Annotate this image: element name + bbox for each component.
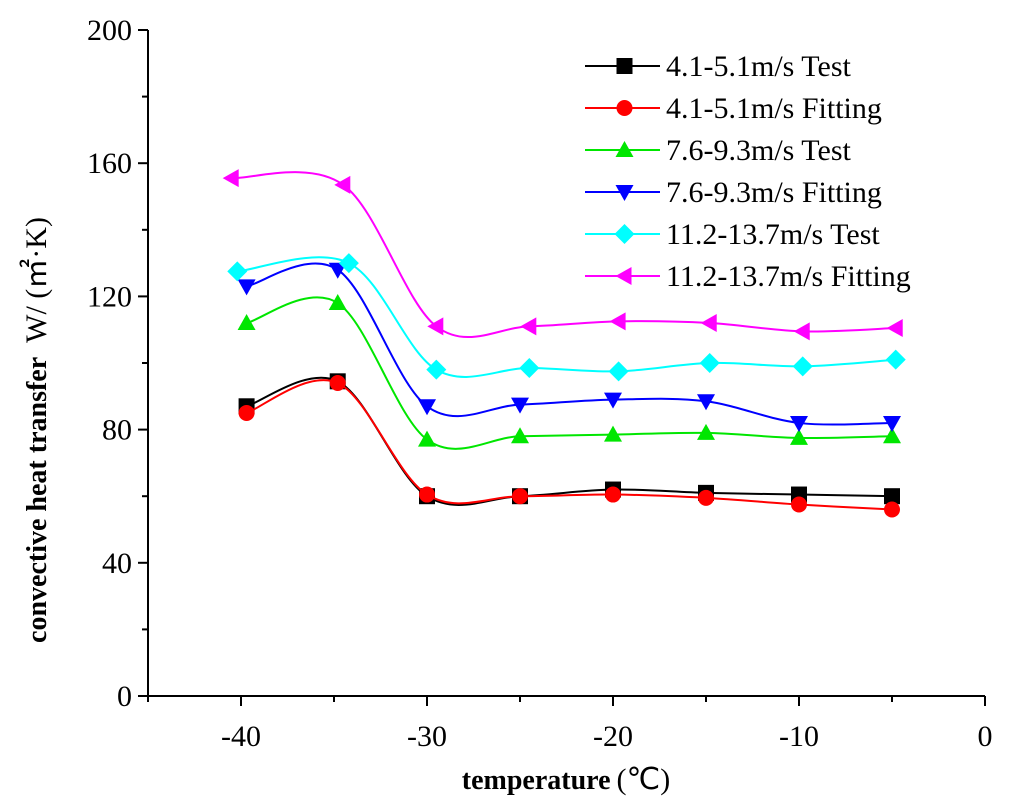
- legend-label: 4.1-5.1m/s Test: [666, 50, 852, 83]
- legend-item: 11.2-13.7m/s Fitting: [585, 260, 911, 293]
- legend-item: 11.2-13.7m/s Test: [585, 218, 880, 251]
- series-3: [237, 294, 901, 450]
- series-line: [246, 262, 893, 426]
- data-point: [698, 489, 714, 506]
- legend-label: 7.6-9.3m/s Fitting: [666, 176, 882, 209]
- data-point: [419, 486, 435, 503]
- legend-item: 7.6-9.3m/s Test: [585, 134, 852, 167]
- x-axis-title-text: temperature: [462, 765, 611, 796]
- data-point: [338, 253, 359, 274]
- data-point: [511, 397, 529, 414]
- series-5: [227, 253, 906, 382]
- data-point: [328, 262, 347, 279]
- legend-swatch-marker: [614, 224, 635, 244]
- data-point: [883, 415, 901, 432]
- legend-swatch-marker: [615, 267, 632, 285]
- series-line: [237, 256, 896, 378]
- data-point: [520, 317, 537, 336]
- legend-label: 11.2-13.7m/s Test: [666, 218, 880, 251]
- data-point: [604, 392, 622, 409]
- data-point: [328, 294, 347, 311]
- y-tick-label: 80: [102, 414, 132, 447]
- data-point: [608, 361, 629, 382]
- series-6: [222, 169, 903, 341]
- data-point: [519, 357, 540, 378]
- x-tick-label: -20: [593, 720, 633, 753]
- data-point: [793, 322, 810, 341]
- data-point: [791, 496, 807, 513]
- y-tick-label: 120: [87, 280, 132, 313]
- legend-label: 11.2-13.7m/s Fitting: [666, 260, 911, 293]
- legend-swatch-marker: [615, 141, 634, 157]
- data-point: [222, 169, 239, 188]
- legend-swatch-marker: [616, 58, 633, 74]
- data-point: [790, 415, 808, 432]
- legend-swatch-marker: [615, 185, 634, 201]
- legend-label: 4.1-5.1m/s Fitting: [666, 92, 882, 125]
- y-axis-title-text: convective heat transfer: [22, 357, 53, 643]
- data-point: [790, 428, 808, 445]
- data-point: [883, 427, 901, 444]
- legend-swatch-marker: [616, 100, 633, 116]
- x-tick-label: -30: [407, 720, 447, 753]
- y-tick-label: 200: [87, 14, 132, 47]
- x-tick-label: 0: [978, 720, 993, 753]
- data-point: [884, 488, 900, 505]
- data-point: [699, 353, 720, 373]
- data-point: [605, 486, 621, 503]
- legend-item: 7.6-9.3m/s Fitting: [585, 176, 882, 209]
- y-tick-label: 0: [117, 680, 132, 713]
- data-point: [697, 394, 715, 411]
- y-axis-title: convective heat transfer W/ (㎡·K): [20, 217, 53, 643]
- data-point: [427, 317, 444, 336]
- data-point: [512, 488, 528, 505]
- legend-item: 4.1-5.1m/s Test: [585, 50, 852, 83]
- data-point: [329, 374, 346, 391]
- data-point: [885, 349, 906, 370]
- series-4: [237, 262, 901, 432]
- data-point: [609, 312, 626, 331]
- x-tick-label: -40: [221, 720, 261, 753]
- data-point: [792, 356, 813, 377]
- data-point: [334, 175, 351, 194]
- data-point: [418, 430, 436, 447]
- data-point: [237, 279, 256, 296]
- y-tick-label: 40: [102, 547, 132, 580]
- data-point: [418, 399, 436, 416]
- data-point: [237, 314, 256, 331]
- data-point: [884, 501, 900, 518]
- series-2: [238, 374, 900, 518]
- axes: 0 40 80 120 160 200 -40 -30 -20 -10 0: [87, 14, 993, 753]
- legend-item: 4.1-5.1m/s Fitting: [585, 92, 882, 125]
- series-line: [246, 296, 893, 450]
- data-point: [238, 404, 255, 421]
- data-point: [604, 425, 622, 442]
- x-tick-label: -10: [779, 720, 819, 753]
- data-point: [700, 314, 717, 333]
- data-point: [426, 359, 447, 380]
- x-axis-title: temperature (℃): [462, 763, 670, 796]
- x-axis-unit: (℃): [617, 763, 671, 796]
- series-layer: [222, 169, 906, 518]
- legend-label: 7.6-9.3m/s Test: [666, 134, 852, 167]
- data-point: [511, 427, 529, 444]
- data-point: [227, 261, 248, 282]
- y-axis-unit: W/ (㎡·K): [20, 217, 53, 343]
- data-point: [886, 319, 903, 338]
- legend: 4.1-5.1m/s Test 4.1-5.1m/s Fitting 7.6-9.3…: [585, 50, 911, 293]
- data-point: [697, 423, 715, 440]
- y-tick-label: 160: [87, 147, 132, 180]
